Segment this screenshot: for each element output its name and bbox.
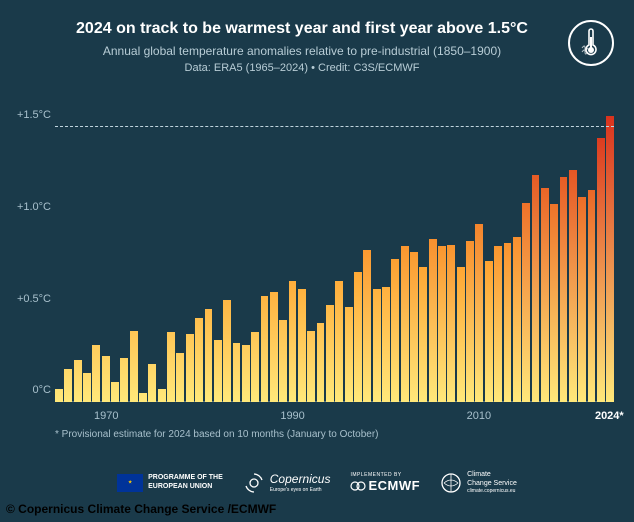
data-bar <box>176 353 184 402</box>
data-bar <box>466 241 474 402</box>
eu-flag-icon: ⋆ <box>117 474 143 492</box>
data-bar <box>382 287 390 402</box>
x-tick-label: 1970 <box>94 410 118 422</box>
thermometer-icon <box>568 20 614 66</box>
x-tick-label-2024: 2024* <box>595 410 624 422</box>
data-bar <box>419 267 427 402</box>
eu-text: PROGRAMME OF THE EUROPEAN UNION <box>148 474 223 491</box>
data-bar <box>597 138 605 402</box>
data-bar <box>373 289 381 402</box>
data-bar <box>279 320 287 402</box>
figure-root: 2024 on track to be warmest year and fir… <box>0 0 634 522</box>
chart-area: 0°C+0.5°C+1.0°C+1.5°C1970199020102024* <box>55 100 614 402</box>
data-bar <box>130 331 138 402</box>
data-bar <box>429 239 437 402</box>
data-bar <box>223 300 231 402</box>
data-bar <box>522 203 530 403</box>
data-bar <box>326 305 334 402</box>
data-bar <box>64 369 72 402</box>
climate-icon <box>440 472 462 494</box>
climate-url: climate.copernicus.eu <box>467 488 517 494</box>
data-bar <box>139 393 147 402</box>
data-bar <box>560 177 568 402</box>
data-bar <box>251 332 259 402</box>
footnote-text: * Provisional estimate for 2024 based on… <box>55 429 379 440</box>
chart-title: 2024 on track to be warmest year and fir… <box>40 20 564 38</box>
data-bar <box>298 289 306 402</box>
x-tick-label: 1990 <box>280 410 304 422</box>
data-bar <box>578 197 586 402</box>
data-bar <box>504 243 512 402</box>
copernicus-icon <box>243 472 265 494</box>
data-bar <box>214 340 222 402</box>
data-bar <box>317 323 325 402</box>
copernicus-logo: Copernicus Europe's eyes on Earth <box>243 472 331 494</box>
data-bar <box>242 345 250 402</box>
climate-service-logo: Climate Change Service climate.copernicu… <box>440 471 517 494</box>
data-bar <box>205 309 213 402</box>
data-bar <box>289 281 297 402</box>
data-bar <box>148 364 156 402</box>
data-bar <box>485 261 493 402</box>
data-bar <box>438 246 446 402</box>
x-tick-label: 2010 <box>467 410 491 422</box>
data-bar <box>588 190 596 402</box>
data-bar <box>363 250 371 402</box>
data-bar <box>111 382 119 402</box>
bars-container <box>55 100 614 402</box>
data-bar <box>494 246 502 402</box>
data-bar <box>83 373 91 402</box>
copernicus-sub: Europe's eyes on Earth <box>270 487 331 493</box>
data-bar <box>569 170 577 402</box>
chart-credit: Data: ERA5 (1965–2024) • Credit: C3S/ECM… <box>40 62 564 74</box>
data-bar <box>410 252 418 402</box>
ecmwf-icon <box>350 480 366 492</box>
data-bar <box>475 224 483 402</box>
chart-subtitle: Annual global temperature anomalies rela… <box>40 44 564 58</box>
logo-row: ⋆ PROGRAMME OF THE EUROPEAN UNION Copern… <box>0 471 634 494</box>
data-bar <box>74 360 82 402</box>
data-bar <box>186 334 194 402</box>
data-bar <box>167 332 175 402</box>
y-tick-label: +1.5°C <box>7 109 51 121</box>
copyright-text: © Copernicus Climate Change Service /ECM… <box>6 502 276 516</box>
data-bar <box>401 246 409 402</box>
ecmwf-text: ECMWF <box>368 478 420 494</box>
eu-logo: ⋆ PROGRAMME OF THE EUROPEAN UNION <box>117 474 223 492</box>
ecmwf-logo: IMPLEMENTED BY ECMWF <box>350 472 420 494</box>
data-bar <box>307 331 315 402</box>
climate-text: Climate Change Service <box>467 471 517 488</box>
data-bar <box>335 281 343 402</box>
data-bar <box>447 245 455 402</box>
copernicus-text: Copernicus <box>270 472 331 486</box>
data-bar <box>606 116 614 402</box>
data-bar <box>92 345 100 402</box>
y-tick-label: +1.0°C <box>7 201 51 213</box>
data-bar <box>102 356 110 402</box>
data-bar <box>513 237 521 402</box>
data-bar <box>550 204 558 402</box>
data-bar <box>532 175 540 402</box>
data-bar <box>55 389 63 402</box>
y-tick-label: +0.5°C <box>7 293 51 305</box>
data-bar <box>457 267 465 402</box>
data-bar <box>270 292 278 402</box>
threshold-line <box>55 126 614 127</box>
data-bar <box>541 188 549 402</box>
data-bar <box>233 343 241 402</box>
data-bar <box>354 272 362 402</box>
data-bar <box>391 259 399 402</box>
data-bar <box>158 389 166 402</box>
data-bar <box>345 307 353 402</box>
data-bar <box>261 296 269 402</box>
data-bar <box>195 318 203 402</box>
data-bar <box>120 358 128 402</box>
y-tick-label: 0°C <box>7 384 51 396</box>
header: 2024 on track to be warmest year and fir… <box>0 0 634 74</box>
